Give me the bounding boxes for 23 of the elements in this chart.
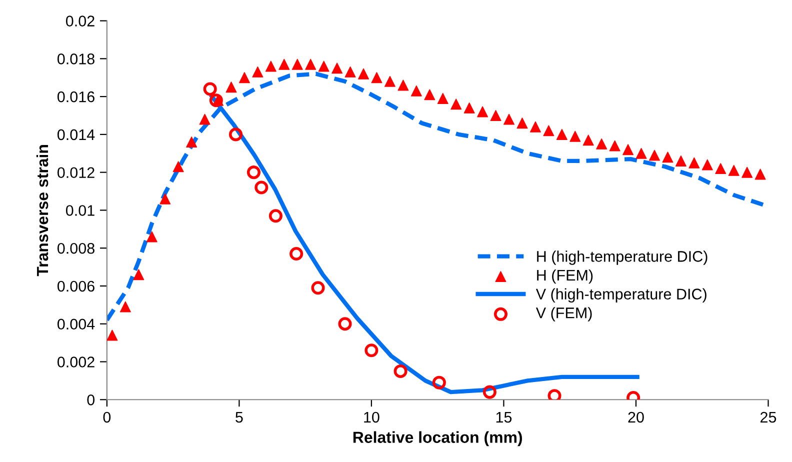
y-tick-label: 0 [87, 394, 95, 406]
y-tick-label: 0.014 [57, 129, 95, 140]
x-tick-label: 0 [103, 412, 111, 423]
y-tick-label: 0.012 [57, 167, 94, 178]
legend-label: H (high-temperature DIC) [537, 250, 708, 265]
x-tick-label: 15 [496, 412, 512, 423]
x-axis-title: Relative location (mm) [353, 431, 522, 446]
legend-label: V (FEM) [536, 307, 592, 322]
y-tick-label: 0.01 [66, 205, 94, 216]
x-tick-label: 20 [628, 412, 644, 423]
y-tick-label: 0.016 [57, 91, 94, 102]
legend-label: H (FEM) [537, 269, 593, 284]
x-tick-label: 5 [236, 412, 243, 423]
x-tick-label: 25 [760, 412, 776, 423]
x-tick-label: 10 [364, 412, 380, 423]
y-tick-label: 0.02 [66, 16, 94, 26]
y-tick-label: 0.008 [57, 242, 94, 254]
y-tick-label: 0.002 [57, 356, 94, 368]
legend-label: V (high-temperature DIC) [536, 288, 706, 303]
y-tick-label: 0.006 [57, 280, 94, 292]
y-axis-title: Transverse strain [36, 145, 48, 276]
y-tick-label: 0.004 [57, 318, 95, 330]
y-tick-label: 0.018 [57, 54, 94, 64]
